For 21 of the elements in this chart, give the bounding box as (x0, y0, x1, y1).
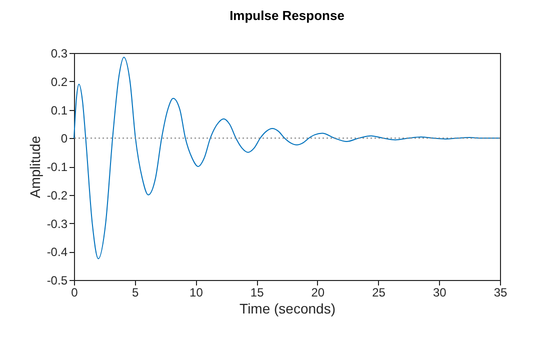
y-tick-label: -0.4 (46, 245, 68, 260)
y-axis-title: Amplitude (26, 136, 43, 198)
x-tick-label: 25 (372, 286, 386, 300)
x-tick-label: 0 (71, 286, 78, 300)
line-series (74, 56, 500, 260)
chart-title: Impulse Response (230, 8, 344, 23)
y-tick-label: 0.3 (50, 46, 68, 60)
x-tick-label: 30 (432, 286, 447, 300)
y-tick-label: -0.1 (46, 160, 68, 174)
x-tick-label: 5 (132, 286, 140, 300)
y-tick-label: -0.3 (46, 216, 68, 231)
y-tick-label: -0.5 (46, 274, 68, 288)
y-tick-label: 0.1 (50, 103, 68, 118)
x-tick-label: 20 (311, 286, 325, 300)
x-tick-label: 35 (494, 286, 508, 300)
x-tick-label: 10 (190, 286, 204, 300)
x-axis-title: Time (seconds) (240, 300, 336, 316)
x-tick-label: 15 (250, 286, 264, 300)
y-tick-label: 0.2 (50, 74, 68, 89)
y-tick-label: -0.2 (46, 188, 68, 202)
y-tick-label: 0 (60, 132, 68, 146)
